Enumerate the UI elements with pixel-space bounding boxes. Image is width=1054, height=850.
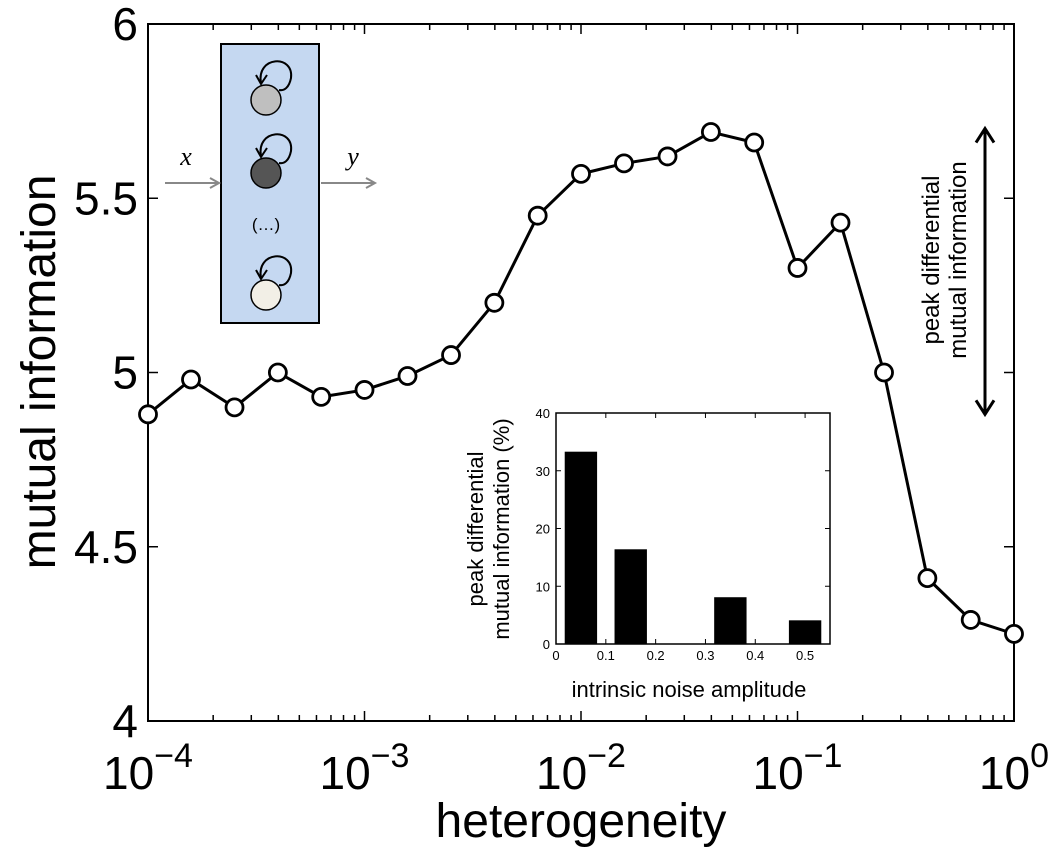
- schematic-nodes: [250, 60, 293, 311]
- data-point: [614, 153, 634, 174]
- double-arrow-icon: [974, 125, 996, 418]
- inset-background: [556, 413, 830, 644]
- arrow-head-top: [974, 125, 996, 144]
- data-point: [744, 132, 765, 153]
- self-loop-icon: [259, 255, 293, 287]
- main-x-axis-label: heterogeneity: [436, 795, 727, 848]
- data-point: [917, 568, 938, 589]
- data-point: [830, 212, 851, 233]
- output-arrow-head: [365, 177, 378, 189]
- inset-x-tick-label: 0.5: [796, 648, 814, 663]
- peak-annotation: peak differential mutual information: [918, 125, 996, 418]
- data-point: [1004, 623, 1024, 644]
- input-arrow-head: [209, 177, 222, 189]
- output-label: y: [344, 142, 359, 171]
- inset-bar: [614, 549, 647, 644]
- inset-y-tick-label: 0: [543, 637, 550, 652]
- self-loop-arrowhead-icon: [255, 269, 268, 281]
- y-tick-label: 5: [112, 347, 138, 399]
- peak-annotation-line1: peak differential: [918, 175, 945, 344]
- inset-y-tick-label: 20: [536, 522, 550, 537]
- data-point: [571, 163, 591, 184]
- data-point: [311, 386, 332, 407]
- y-tick-label: 6: [112, 0, 138, 50]
- arrow-head-bottom: [974, 399, 996, 418]
- x-tick-label: 10−3: [320, 737, 410, 799]
- inset-y-axis-label-line1: peak differential: [463, 452, 488, 607]
- y-tick-label: 4: [112, 695, 138, 747]
- data-point: [354, 380, 375, 400]
- inset-x-tick-label: 0.1: [597, 648, 615, 663]
- data-point: [484, 292, 505, 313]
- neuron-node-icon: [250, 157, 282, 189]
- inset-x-tick-label: 0: [552, 648, 559, 663]
- inset-y-tick-labels: 0 10 20 30 40: [536, 406, 550, 652]
- main-ticks: [147, 23, 1015, 722]
- main-series: [138, 122, 1024, 644]
- inset-bar: [714, 597, 747, 644]
- self-loop-arrowhead-icon: [255, 74, 268, 86]
- schematic-arrows: [165, 177, 378, 189]
- inset-ticks: [555, 412, 830, 645]
- x-tick-label: 10−2: [536, 737, 626, 799]
- main-y-tick-labels: 4 4.5 5 5.5 6: [74, 0, 138, 747]
- inset-bar: [564, 451, 598, 644]
- data-point: [441, 345, 461, 365]
- self-loop-arrowhead-icon: [255, 147, 268, 159]
- inset-y-tick-label: 40: [536, 406, 550, 421]
- neuron-node-icon: [250, 279, 282, 311]
- x-tick-label: 10−1: [753, 737, 843, 799]
- y-tick-label: 4.5: [74, 521, 138, 573]
- y-tick-label: 5.5: [74, 172, 138, 224]
- inset-bar: [788, 620, 822, 644]
- inset-y-tick-label: 30: [536, 464, 550, 479]
- ellipsis-label: (…): [252, 215, 280, 234]
- main-x-tick-labels: 10−4 10−3 10−2 10−1 100: [103, 737, 1049, 799]
- x-tick-label: 100: [979, 737, 1049, 799]
- inset-bars: [564, 451, 822, 644]
- data-point: [527, 205, 548, 226]
- inset-x-tick-label: 0.2: [647, 648, 665, 663]
- main-y-axis-label: mutual information: [13, 175, 66, 570]
- inset-x-axis-label: intrinsic noise amplitude: [572, 677, 807, 702]
- x-tick-label: 10−4: [103, 737, 193, 799]
- data-point: [657, 146, 678, 167]
- neuron-node-icon: [250, 84, 282, 116]
- inset-y-tick-label: 10: [536, 579, 550, 594]
- network-schematic: x y (…): [165, 43, 378, 324]
- data-point: [267, 362, 288, 383]
- data-point: [787, 258, 808, 278]
- data-point: [138, 404, 158, 425]
- self-loop-icon: [259, 60, 293, 92]
- peak-annotation-line2: mutual information: [945, 161, 972, 358]
- data-point: [181, 369, 201, 390]
- inset-y-axis-label-line2: mutual information (%): [489, 418, 514, 639]
- data-point: [397, 366, 418, 386]
- inset-x-tick-labels: 0 0.1 0.2 0.3 0.4 0.5: [552, 648, 814, 663]
- data-point: [700, 122, 721, 142]
- input-label: x: [179, 142, 192, 171]
- data-point: [224, 397, 245, 418]
- data-point: [960, 610, 981, 630]
- data-point: [874, 362, 894, 383]
- inset-bar-chart: 0 10 20 30 40 0 0.1 0.2 0.3 0.4 0.5 intrinsic noi…: [463, 406, 831, 702]
- inset-x-tick-label: 0.4: [746, 648, 764, 663]
- self-loop-icon: [259, 133, 293, 165]
- inset-x-tick-label: 0.3: [696, 648, 714, 663]
